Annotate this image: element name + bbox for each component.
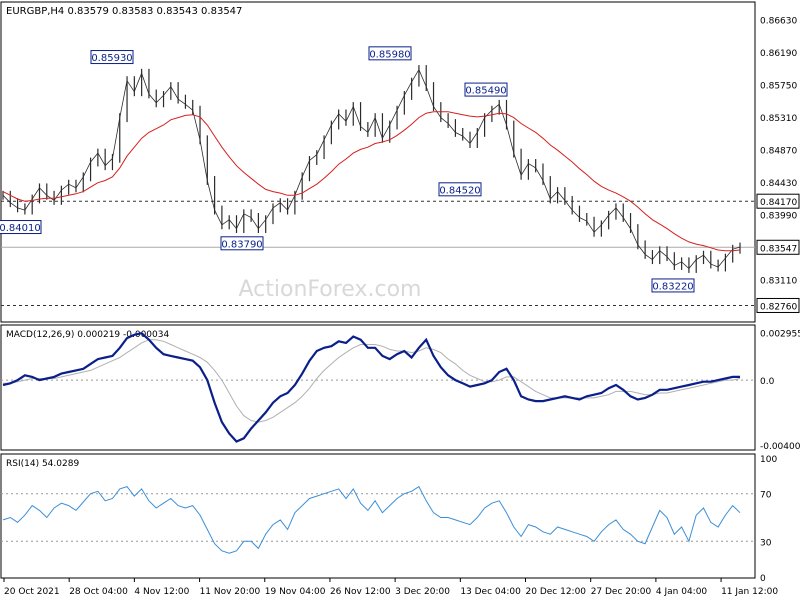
price-annotation-label: 0.83790 — [221, 239, 262, 250]
price-y-tick: 0.85750 — [760, 81, 797, 91]
macd-signal-line — [3, 339, 741, 423]
price-panel: EURGBP,H4 0.83579 0.83583 0.83543 0.8354… — [0, 1, 800, 323]
price-annotation-label: 0.83220 — [652, 281, 693, 292]
price-annotation-box — [90, 50, 134, 65]
moving-average-line — [2, 111, 741, 252]
price-line — [2, 68, 741, 270]
price-annotation-box — [368, 46, 412, 61]
rsi-y-tick: 100 — [760, 455, 777, 465]
macd-line — [2, 332, 740, 443]
rsi-frame — [0, 453, 756, 579]
macd-y-tick: 0.0 — [760, 377, 775, 387]
price-annotation-label: 0.84520 — [439, 185, 480, 196]
price-annotation-label: 0.85490 — [465, 86, 506, 97]
rsi-y-tick: 70 — [760, 491, 772, 501]
rsi-y-tick: 30 — [760, 538, 772, 548]
macd-y-tick: -0.004009 — [760, 442, 800, 452]
price-y-tick: 0.84430 — [760, 179, 797, 189]
current-price-box — [756, 239, 800, 255]
price-frame — [0, 1, 756, 323]
price-annotation-box — [464, 82, 508, 97]
price-y-tick: 0.86630 — [760, 16, 797, 26]
rsi-header: RSI(14) 54.0289 — [6, 459, 79, 469]
macd-frame — [0, 324, 756, 451]
price-y-tick: 0.84870 — [760, 146, 797, 156]
price-header: EURGBP,H4 0.83579 0.83583 0.83543 0.8354… — [6, 6, 242, 17]
key-level-box — [756, 297, 800, 313]
price-annotation-label: 0.85930 — [91, 53, 132, 64]
x-axis: 20 Oct 2021 28 Oct 04:00 4 Nov 12:00 11 Nov… — [3, 578, 778, 597]
x-tick-label: 11 Nov 20:00 — [200, 587, 261, 597]
macd-header: MACD(12,26,9) 0.000219 -0.000034 — [6, 330, 169, 340]
rsi-line — [2, 485, 741, 554]
price-annotation-box — [651, 278, 695, 293]
key-level-box — [756, 193, 800, 209]
x-tick-label: 4 Jan 04:00 — [656, 587, 708, 597]
x-tick-label: 26 Nov 12:00 — [330, 587, 391, 597]
x-tick-label: 11 Jan 12:00 — [721, 587, 778, 597]
price-y-tick: 0.83990 — [760, 212, 797, 222]
price-annotation-label: 0.85980 — [369, 49, 410, 60]
price-y-tick: 0.85310 — [760, 114, 797, 124]
key-level-label: 0.82760 — [760, 302, 797, 312]
price-y-tick: 0.86190 — [760, 49, 797, 59]
watermark: ActionForex.com — [239, 277, 422, 302]
macd-panel: MACD(12,26,9) 0.000219 -0.000034 0.00295… — [0, 324, 800, 452]
price-annotation-label: 0.84010 — [0, 223, 41, 234]
x-tick-label: 27 Dec 20:00 — [591, 587, 652, 597]
x-tick-label: 4 Nov 12:00 — [134, 587, 189, 597]
x-tick-label: 20 Oct 2021 — [4, 587, 60, 597]
price-annotation-box — [0, 220, 42, 235]
key-level-label: 0.84170 — [760, 198, 797, 208]
price-annotation-box — [220, 236, 264, 251]
key-level-label: 0.83547 — [760, 244, 797, 254]
price-annotation-box — [438, 182, 482, 197]
x-tick-label: 28 Oct 04:00 — [69, 587, 128, 597]
macd-y-tick: 0.002955 — [760, 329, 800, 339]
x-tick-label: 20 Dec 12:00 — [526, 587, 587, 597]
rsi-y-tick: 0 — [760, 574, 766, 584]
x-tick-label: 3 Dec 20:00 — [395, 587, 450, 597]
price-y-tick: 0.83110 — [760, 277, 797, 287]
x-tick-label: 13 Dec 04:00 — [460, 587, 521, 597]
rsi-panel: RSI(14) 54.0289 100 70 30 0 — [0, 453, 777, 584]
x-tick-label: 19 Nov 04:00 — [265, 587, 326, 597]
